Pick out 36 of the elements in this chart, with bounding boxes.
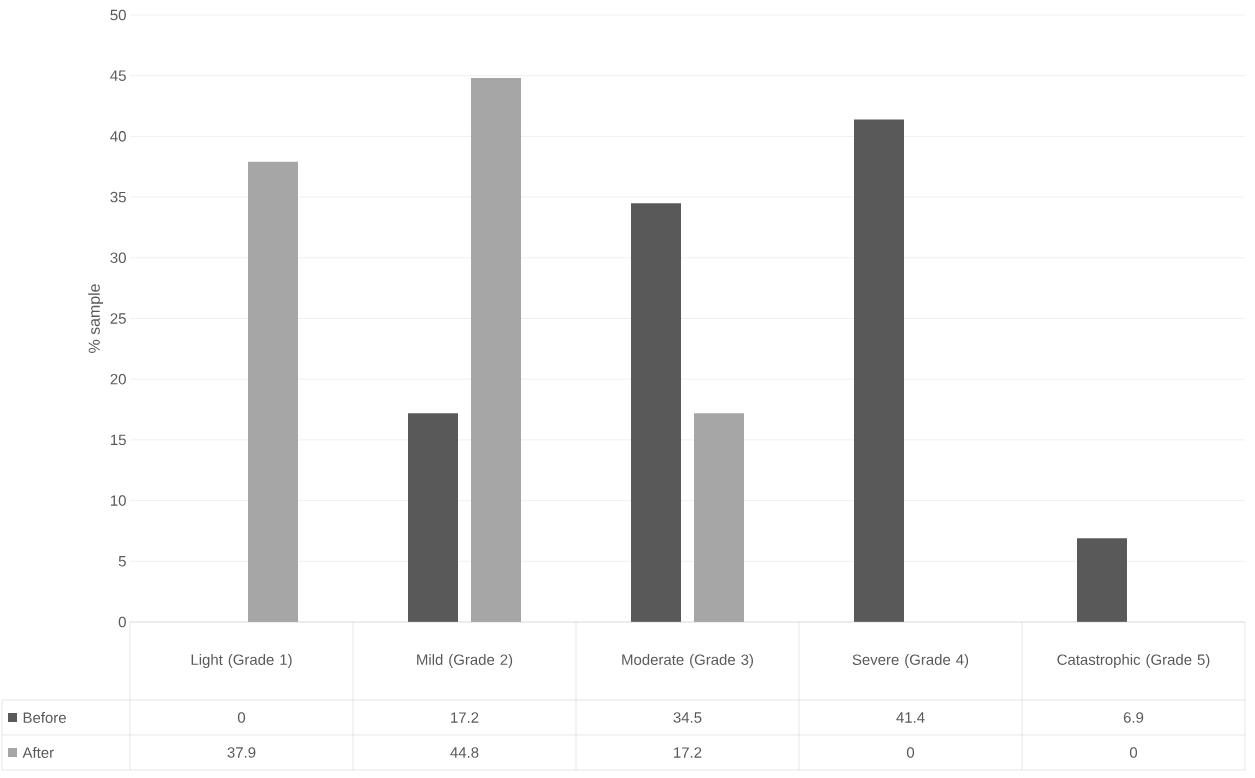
y-tick-label: 45 (110, 70, 126, 81)
y-tick-label: 25 (110, 313, 126, 324)
data-label: 17.2 (451, 712, 479, 723)
y-tick-label: 35 (110, 191, 126, 203)
legend-label: Before (23, 712, 66, 723)
bar (408, 413, 458, 622)
bar (854, 119, 904, 622)
y-tick-label: 10 (111, 495, 126, 506)
bar (248, 161, 299, 622)
data-label: 0 (906, 747, 915, 758)
y-tick-label: 40 (110, 131, 126, 142)
data-label: 44.8 (450, 747, 479, 758)
bar (694, 413, 744, 622)
legend-label: After (22, 747, 54, 758)
data-label: 0 (1129, 747, 1138, 758)
y-tick-label: 50 (110, 9, 126, 21)
x-tick-label: Moderate (Grade 3) (622, 654, 753, 668)
data-label: 37.9 (227, 747, 256, 758)
data-label: 0 (237, 712, 246, 723)
y-tick-label: 0 (118, 616, 126, 628)
bar (631, 203, 681, 622)
bar (471, 78, 522, 622)
y-tick-label: 30 (110, 252, 126, 264)
data-label: 17.2 (674, 747, 702, 758)
data-label: 34.5 (673, 712, 702, 723)
x-tick-label: Mild (Grade 2) (417, 654, 513, 668)
x-tick-label: Severe (Grade 4) (852, 654, 969, 668)
x-tick-label: Light (Grade 1) (191, 654, 292, 668)
y-tick-label: 20 (110, 373, 126, 385)
data-label: 6.9 (1123, 712, 1144, 723)
bar (1076, 538, 1127, 622)
x-tick-label: Catastrophic (Grade 5) (1057, 654, 1210, 668)
y-axis-title: % sample (88, 284, 104, 353)
y-tick-label: 5 (118, 556, 126, 567)
y-tick-label: 15 (111, 434, 126, 446)
data-label: 41.4 (896, 712, 925, 723)
